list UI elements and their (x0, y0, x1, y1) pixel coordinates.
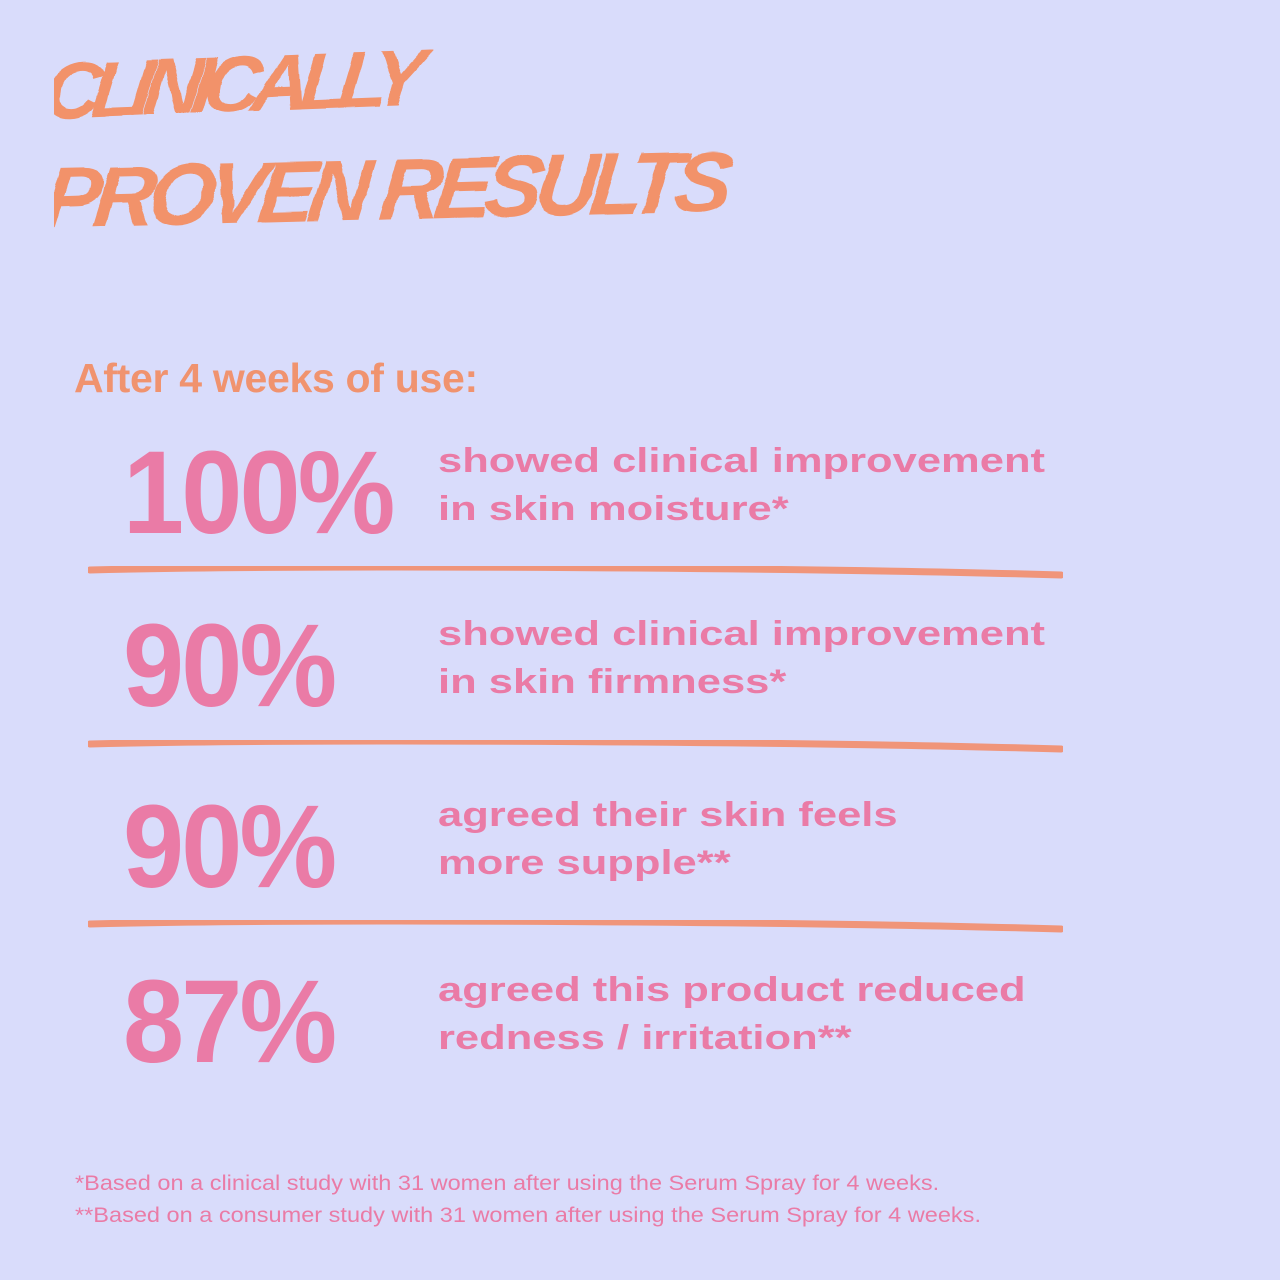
svg-text:CLINICALLY: CLINICALLY (54, 33, 437, 136)
svg-text:PROVEN RESULTS: PROVEN RESULTS (54, 134, 738, 246)
